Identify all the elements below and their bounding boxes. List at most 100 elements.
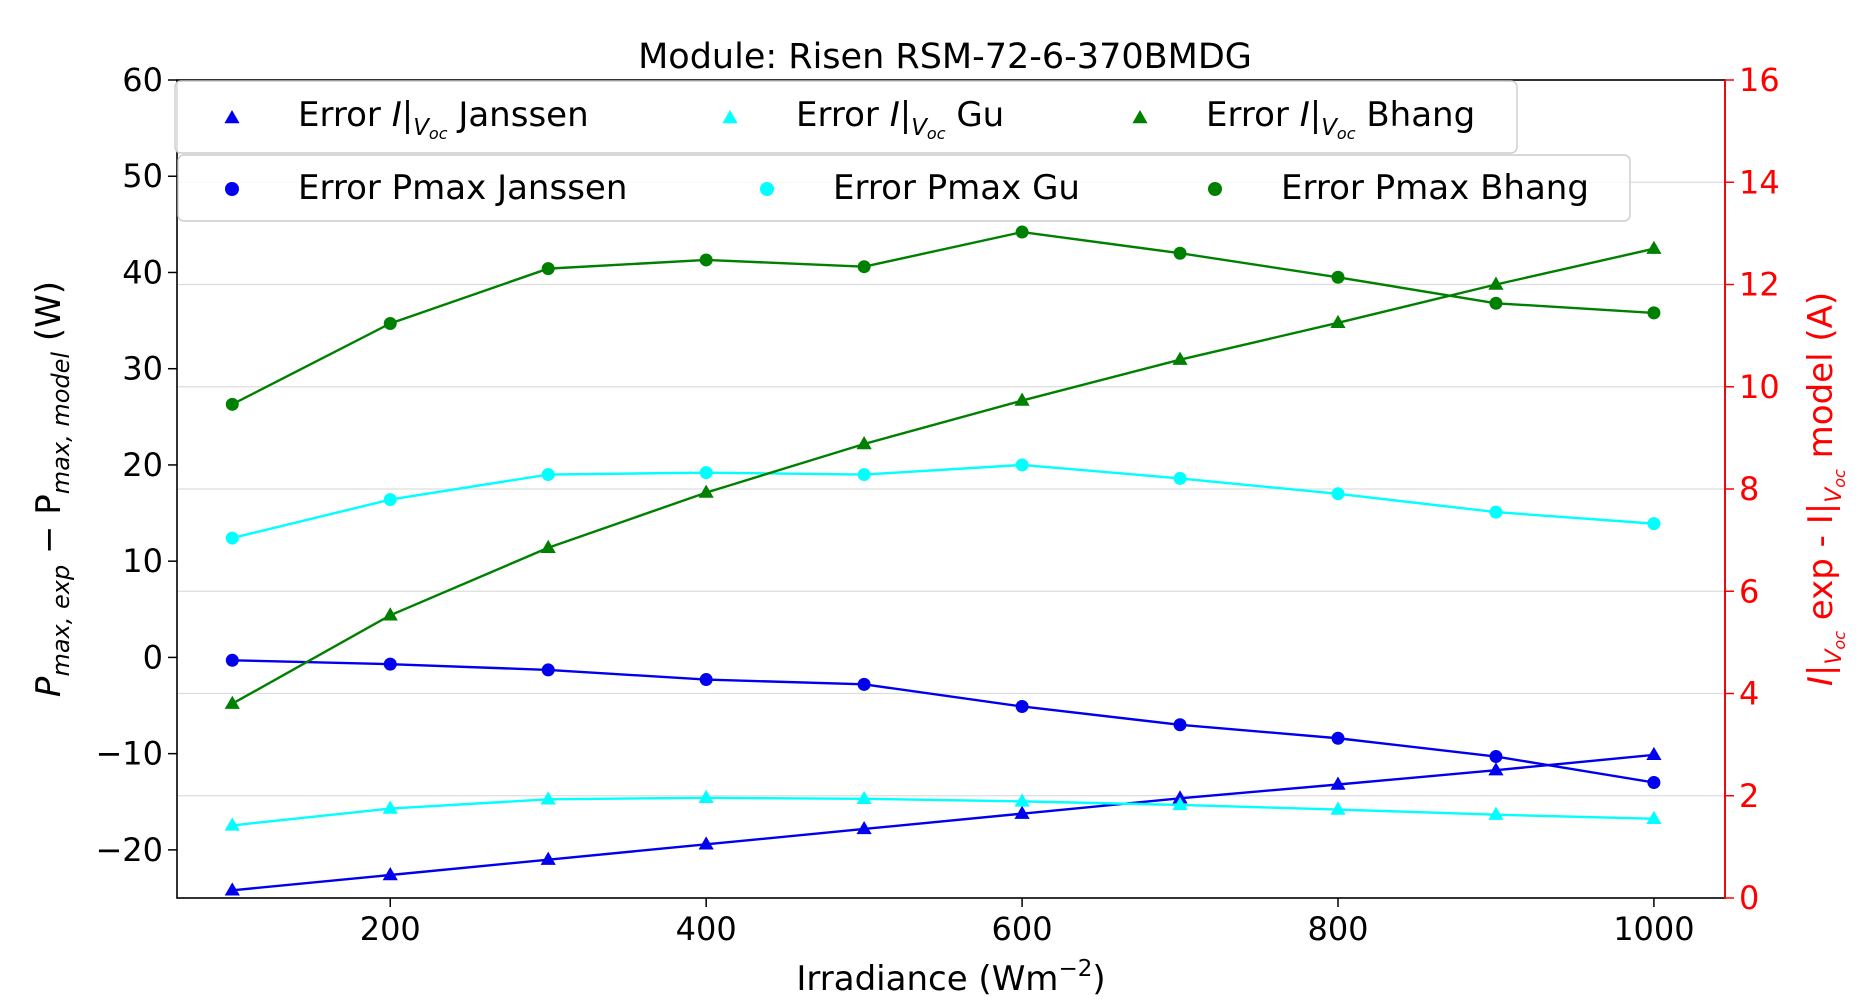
legend-marker-triangle bbox=[1132, 110, 1148, 124]
y-right-tick-label: 12 bbox=[1739, 266, 1780, 304]
y-axis-left-title: Pmax, exp − Pmax, model (W) bbox=[29, 281, 75, 697]
data-point bbox=[1331, 487, 1345, 501]
data-point bbox=[1172, 796, 1188, 811]
y-right-tick-label: 8 bbox=[1739, 470, 1759, 508]
data-point bbox=[224, 882, 240, 896]
data-point bbox=[698, 789, 714, 803]
y-right-tick-label: 16 bbox=[1739, 61, 1780, 99]
data-point bbox=[225, 653, 239, 667]
y-right-tick-label: 6 bbox=[1739, 572, 1759, 610]
series-line bbox=[232, 463, 1655, 540]
data-point bbox=[1014, 793, 1030, 807]
legend-label: Error I|Voc Bhang bbox=[1206, 95, 1475, 143]
y-right-tick-label: 0 bbox=[1739, 879, 1759, 917]
y-left-tick-label: 30 bbox=[122, 350, 163, 388]
data-point bbox=[1015, 225, 1029, 239]
y-right-tick-label: 10 bbox=[1739, 368, 1780, 406]
series-line bbox=[232, 796, 1654, 827]
legend-marker-circle bbox=[1208, 182, 1222, 196]
data-point bbox=[225, 531, 239, 545]
legend-box-bottom bbox=[177, 154, 1631, 222]
y-left-tick-label: 20 bbox=[122, 446, 163, 484]
data-point bbox=[1488, 762, 1504, 776]
data-point bbox=[1172, 790, 1188, 804]
data-point bbox=[698, 836, 714, 850]
data-point bbox=[225, 397, 239, 411]
data-point bbox=[857, 468, 871, 482]
data-point bbox=[1646, 810, 1662, 824]
legend-label: Error Pmax Gu bbox=[833, 168, 1080, 208]
series-2 bbox=[225, 225, 1661, 411]
data-point bbox=[383, 657, 397, 671]
chart-title: Module: Risen RSM-72-6-370BMDG bbox=[638, 37, 1252, 77]
legend-marker-triangle bbox=[224, 110, 240, 124]
data-point bbox=[1489, 505, 1503, 519]
data-point bbox=[857, 260, 871, 274]
data-point bbox=[1015, 699, 1029, 713]
y-left-tick-label: −10 bbox=[95, 735, 163, 773]
data-point bbox=[1489, 750, 1503, 764]
data-point bbox=[857, 677, 871, 691]
x-tick-label: 600 bbox=[992, 910, 1053, 948]
data-point bbox=[382, 607, 398, 621]
legend-marker-circle bbox=[225, 182, 239, 196]
legend-label: Error Pmax Bhang bbox=[1281, 168, 1589, 208]
data-point bbox=[699, 673, 713, 687]
data-point bbox=[540, 851, 556, 865]
y-left-tick-label: 60 bbox=[122, 61, 163, 99]
data-point bbox=[1014, 392, 1030, 406]
series-line bbox=[232, 753, 1655, 892]
legend: Error I|Voc Janssen Error I|Voc Gu Error I… bbox=[174, 80, 1631, 222]
data-point bbox=[1173, 246, 1187, 260]
data-point bbox=[698, 484, 714, 498]
data-point bbox=[1330, 776, 1346, 790]
series-3 bbox=[224, 746, 1662, 896]
legend-label: Error I|Voc Gu bbox=[796, 95, 1004, 143]
data-point bbox=[540, 791, 556, 805]
data-point bbox=[541, 262, 555, 276]
data-point bbox=[1488, 806, 1504, 820]
data-point bbox=[382, 800, 398, 814]
series-line bbox=[231, 230, 1654, 406]
data-point bbox=[541, 663, 555, 677]
data-point bbox=[1647, 306, 1661, 320]
series-5 bbox=[224, 240, 1662, 709]
data-point bbox=[383, 493, 397, 507]
x-axis: 200 400 600 800 1000 bbox=[360, 898, 1695, 948]
series-1 bbox=[225, 458, 1661, 545]
legend-box-top bbox=[174, 80, 1518, 154]
x-tick-label: 800 bbox=[1307, 910, 1368, 948]
data-point bbox=[1489, 296, 1503, 310]
series-lines bbox=[224, 225, 1662, 896]
data-point bbox=[1646, 746, 1662, 761]
data-point bbox=[383, 316, 397, 330]
data-point bbox=[1173, 471, 1187, 485]
data-point bbox=[1330, 801, 1346, 815]
data-point bbox=[856, 820, 872, 835]
series-4 bbox=[224, 789, 1662, 831]
data-point bbox=[1172, 351, 1188, 365]
data-point bbox=[1331, 731, 1345, 745]
data-point bbox=[541, 468, 555, 482]
legend-label: Error Pmax Janssen bbox=[298, 168, 627, 208]
y-right-tick-label: 2 bbox=[1739, 777, 1759, 815]
data-point bbox=[1646, 240, 1662, 254]
data-point bbox=[1330, 314, 1346, 329]
data-point bbox=[699, 253, 713, 267]
x-tick-label: 200 bbox=[360, 910, 421, 948]
y-axis-right: 0 2 4 6 8 10 12 14 16 bbox=[1724, 61, 1780, 917]
data-point bbox=[1173, 718, 1187, 732]
data-point bbox=[1014, 805, 1030, 819]
data-point bbox=[1015, 458, 1029, 472]
y-left-tick-label: 40 bbox=[122, 253, 163, 291]
data-point bbox=[224, 817, 240, 831]
y-axis-left: −20 −10 0 10 20 30 40 50 60 bbox=[95, 61, 177, 869]
data-point bbox=[382, 866, 398, 881]
series-0 bbox=[225, 653, 1661, 790]
y-left-tick-label: 10 bbox=[122, 542, 163, 580]
y-axis-right-title: I|Voc exp - I|Voc model (A) bbox=[1801, 292, 1849, 686]
data-point bbox=[699, 466, 713, 480]
data-point bbox=[856, 790, 872, 805]
legend-label: Error I|Voc Janssen bbox=[298, 95, 589, 143]
data-point bbox=[1647, 776, 1661, 790]
